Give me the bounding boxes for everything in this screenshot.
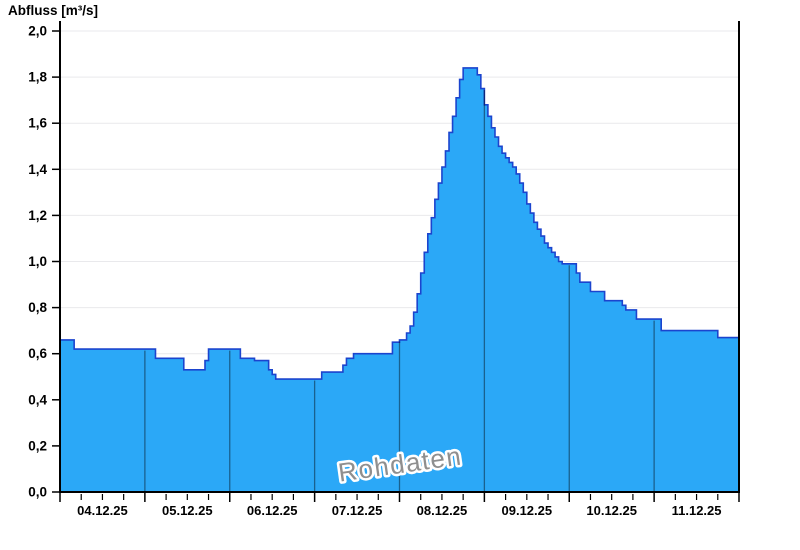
x-tick-label: 10.12.25 <box>586 503 637 518</box>
x-tick-label: 11.12.25 <box>672 503 722 518</box>
x-tick-label: 07.12.25 <box>332 503 383 518</box>
y-tick-label: 1,0 <box>28 254 47 269</box>
y-tick-label: 0,0 <box>28 485 47 500</box>
y-axis-labels: 0,0 0,2 0,4 0,6 0,8 1,0 1,2 1,4 1,6 1,8 2,0 <box>28 24 47 500</box>
y-tick-label: 1,8 <box>28 70 47 85</box>
discharge-area <box>59 67 740 493</box>
x-axis-labels: 04.12.25 05.12.25 06.12.25 07.12.25 08.12.25… <box>77 503 721 518</box>
y-tick-label: 0,2 <box>28 438 47 453</box>
y-tick-label: 1,6 <box>28 116 47 131</box>
y-tick-label: 2,0 <box>28 24 47 39</box>
x-tick-label: 05.12.25 <box>162 503 213 518</box>
y-axis-title: Abfluss [m³/s] <box>8 3 98 18</box>
y-tick-label: 0,8 <box>28 300 47 315</box>
x-tick-label: 04.12.25 <box>77 503 128 518</box>
x-tick-label: 06.12.25 <box>247 503 298 518</box>
x-axis-ticks <box>59 492 740 502</box>
y-axis-ticks <box>52 30 60 493</box>
y-tick-label: 0,4 <box>28 392 47 407</box>
x-tick-label: 08.12.25 <box>417 503 468 518</box>
y-tick-label: 0,6 <box>28 346 47 361</box>
x-tick-label: 09.12.25 <box>502 503 553 518</box>
day-gridlines <box>144 90 655 491</box>
y-tick-label: 1,2 <box>28 208 47 223</box>
y-tick-label: 1,4 <box>28 162 47 177</box>
